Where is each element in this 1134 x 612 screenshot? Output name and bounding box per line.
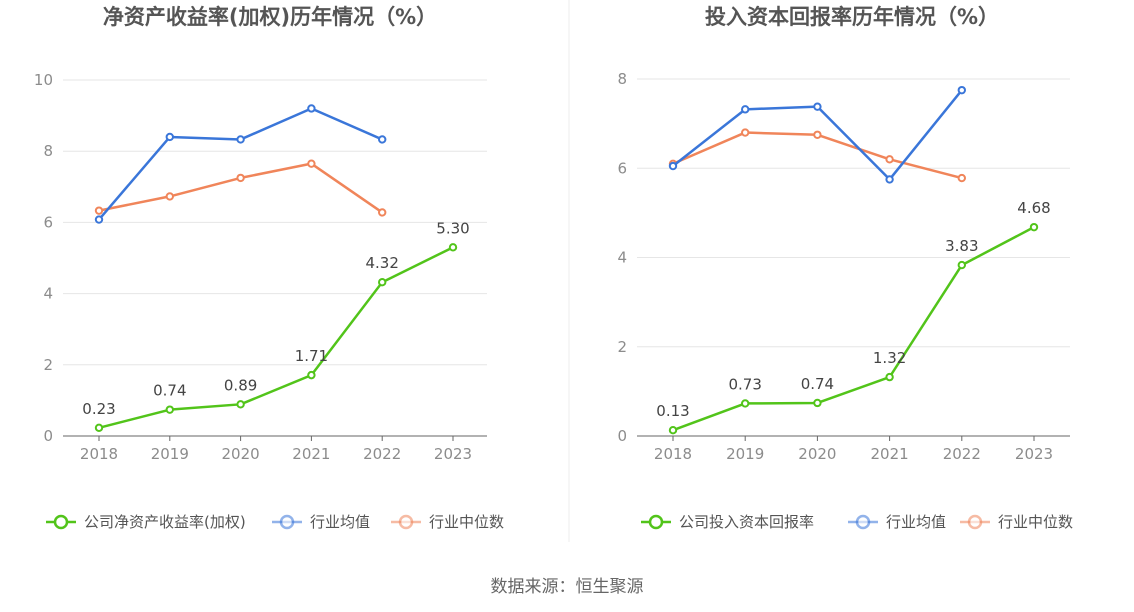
data-point[interactable]	[448, 243, 458, 252]
series-line	[98, 246, 454, 430]
legend-item[interactable]: 行业均值	[272, 513, 370, 531]
data-point[interactable]	[307, 370, 316, 380]
legend-marker	[648, 514, 664, 530]
data-point[interactable]	[378, 208, 387, 217]
data-point[interactable]	[957, 260, 966, 270]
data-point[interactable]	[94, 206, 104, 215]
data-point[interactable]	[741, 399, 750, 408]
data-point[interactable]	[94, 215, 104, 224]
x-tick-label: 2019	[151, 445, 189, 463]
x-tick-label: 2022	[363, 445, 401, 463]
y-tick-label: 6	[617, 159, 627, 177]
roic-chart: 投入资本回报率历年情况（%） 0 2 4 6 8 2018 2019 2020 2021 2022 2…	[617, 5, 1073, 531]
y-tick-label: 2	[43, 356, 53, 374]
data-label: 1.32	[873, 349, 906, 367]
data-point[interactable]	[94, 423, 104, 433]
legend-label: 行业均值	[310, 513, 370, 531]
y-tick-label: 4	[43, 285, 53, 303]
chart-title: 投入资本回报率历年情况（%）	[705, 5, 999, 29]
x-tick-label: 2021	[871, 445, 909, 463]
data-point[interactable]	[378, 135, 387, 144]
data-point[interactable]	[307, 159, 316, 168]
data-label: 1.71	[295, 347, 328, 365]
data-point[interactable]	[165, 192, 175, 201]
data-point[interactable]	[668, 161, 678, 171]
source-note: 数据来源：恒生聚源	[491, 577, 644, 597]
legend-item[interactable]: 公司投入资本回报率	[641, 513, 814, 531]
data-label: 0.89	[224, 376, 257, 394]
x-tick-label: 2020	[798, 445, 836, 463]
data-point[interactable]	[813, 102, 822, 111]
data-point[interactable]	[1029, 222, 1039, 232]
data-point[interactable]	[236, 400, 245, 409]
y-tick-label: 2	[617, 338, 627, 356]
x-tick-label: 2019	[726, 445, 764, 463]
data-point[interactable]	[307, 104, 316, 113]
data-point[interactable]	[236, 135, 245, 144]
data-point[interactable]	[165, 405, 175, 414]
data-point[interactable]	[957, 85, 966, 95]
data-label: 4.68	[1017, 199, 1050, 217]
data-point[interactable]	[741, 128, 750, 137]
y-tick-label: 6	[43, 213, 53, 231]
data-point[interactable]	[668, 425, 678, 435]
legend-marker	[855, 514, 871, 530]
legend-marker	[53, 514, 69, 530]
data-point[interactable]	[741, 105, 750, 114]
roe-chart: 净资产收益率(加权)历年情况（%） 0 2 4 6 8 10 2018 2019 2020 2021…	[34, 5, 504, 531]
y-tick-label: 0	[617, 427, 627, 445]
y-tick-label: 8	[617, 70, 627, 88]
legend-label: 行业中位数	[429, 513, 504, 531]
legend-marker	[279, 514, 295, 530]
data-point[interactable]	[957, 173, 966, 183]
x-tick-label: 2023	[1015, 445, 1053, 463]
data-label: 0.13	[656, 402, 689, 420]
data-label: 3.83	[945, 237, 978, 255]
legend-marker	[967, 514, 983, 530]
data-label: 5.30	[436, 219, 469, 237]
data-point[interactable]	[165, 132, 175, 142]
data-point[interactable]	[813, 130, 822, 139]
x-tick-label: 2018	[80, 445, 118, 463]
legend-item[interactable]: 行业中位数	[391, 513, 504, 531]
legend-marker	[398, 514, 414, 530]
data-point[interactable]	[813, 398, 822, 408]
data-label: 0.23	[82, 400, 115, 418]
legend-item[interactable]: 公司净资产收益率(加权)	[46, 513, 246, 531]
y-tick-label: 0	[43, 427, 53, 445]
legend-label: 公司投入资本回报率	[679, 513, 814, 531]
legend-item[interactable]: 行业均值	[848, 513, 946, 531]
series-line	[672, 131, 963, 180]
legend-label: 行业均值	[886, 513, 946, 531]
y-tick-label: 10	[34, 71, 53, 89]
chart-title: 净资产收益率(加权)历年情况（%）	[103, 5, 437, 29]
x-tick-label: 2021	[292, 445, 330, 463]
y-tick-label: 8	[43, 142, 53, 160]
x-tick-label: 2020	[222, 445, 260, 463]
data-point[interactable]	[236, 173, 245, 183]
data-label: 0.74	[153, 382, 186, 400]
series-line	[672, 226, 1035, 432]
data-label: 4.32	[365, 254, 398, 272]
data-point[interactable]	[885, 372, 894, 382]
data-label: 0.74	[801, 375, 834, 393]
x-tick-label: 2023	[434, 445, 472, 463]
legend-item[interactable]: 行业中位数	[960, 513, 1073, 531]
legend-label: 公司净资产收益率(加权)	[84, 513, 246, 531]
data-point[interactable]	[885, 175, 894, 184]
y-tick-label: 4	[617, 249, 627, 267]
legend-label: 行业中位数	[998, 513, 1073, 531]
data-label: 0.73	[728, 375, 761, 393]
x-tick-label: 2022	[943, 445, 981, 463]
data-point[interactable]	[885, 155, 894, 164]
x-tick-label: 2018	[654, 445, 692, 463]
data-point[interactable]	[378, 278, 387, 287]
